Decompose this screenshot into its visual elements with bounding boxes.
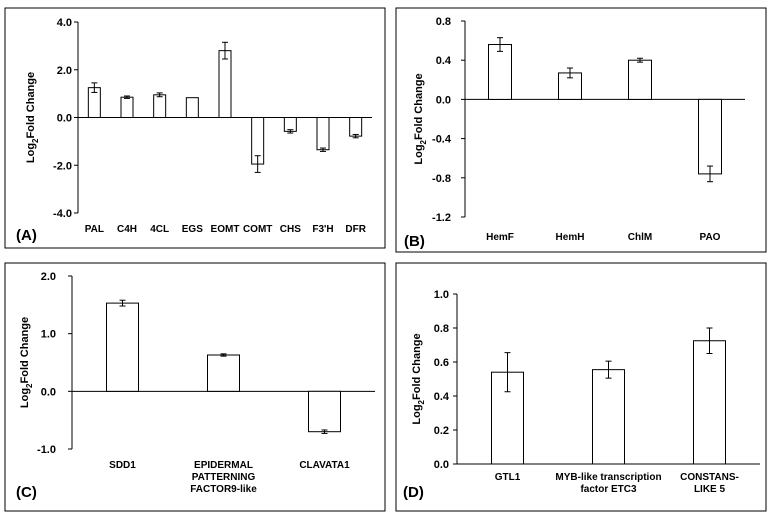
x-category-label: PAO (700, 232, 721, 243)
y-tick-label: 0.0 (57, 113, 72, 125)
x-category-label: EPIDERMAL PATTERNING FACTOR9-like (190, 460, 257, 495)
y-axis-title: Log2Fold Change (411, 333, 426, 424)
y-axis-title: Log2Fold Change (19, 317, 34, 408)
panel-label: (D) (403, 484, 424, 501)
y-tick-label: 2.0 (57, 65, 72, 77)
chart-panel-b: 0.8 0.4 0.0 -0.4 -0.8 -1.2 Log2Fold Change HemF… (395, 7, 767, 253)
y-tick-label: 0.8 (436, 16, 451, 28)
y-tick-label: 0.2 (434, 425, 449, 437)
y-tick-label: 4.0 (57, 17, 72, 29)
bar-4cl (153, 94, 167, 118)
y-tick-label: 2.0 (41, 271, 56, 283)
chart-panel-d: 1.0 0.8 0.6 0.4 0.2 0.0 Log2Fold Change GTL1 MYB… (395, 262, 767, 512)
y-tick-label: -2.0 (53, 160, 72, 172)
x-category-label: ChlM (628, 232, 652, 243)
y-tick-label: 0.4 (436, 55, 452, 67)
panel-label: (A) (16, 227, 37, 244)
x-category-label: DFR (345, 224, 366, 235)
x-category-label: GTL1 (495, 472, 521, 483)
y-tick-label: -0.8 (432, 173, 451, 185)
y-tick-label: -1.0 (37, 444, 56, 456)
y-tick-label: 0.0 (436, 94, 451, 106)
bar-sdd1 (106, 302, 139, 392)
bar-f3-h (316, 117, 330, 151)
panel-frame (4, 262, 386, 512)
y-tick-label: 0.6 (434, 357, 449, 369)
y-tick-label: 1.0 (41, 329, 56, 341)
bar-c4h (120, 96, 134, 119)
panel-label: (B) (404, 233, 425, 250)
chart-panel-a: 4.0 2.0 0.0 -2.0 -4.0 Log2Fold Change PAL C4H 4C… (4, 7, 386, 249)
bar-eomt (218, 50, 232, 118)
y-tick-label: -4.0 (53, 208, 72, 220)
y-tick-label: -1.2 (432, 212, 451, 224)
y-tick-label: 0.0 (41, 386, 56, 398)
bar-pao (698, 98, 722, 175)
bar-epidermal (207, 354, 240, 392)
x-category-label: CLAVATA1 (299, 460, 350, 471)
x-category-label: EOMT (211, 224, 240, 235)
x-category-label: CHS (280, 224, 301, 235)
bar-hemf (488, 44, 512, 100)
x-category-label: MYB-like transcription factor ETC3 (555, 472, 661, 495)
bar-myb-like-transcription (592, 369, 625, 465)
y-axis-title: Log2Fold Change (25, 72, 40, 163)
bar-clavata1 (308, 390, 341, 433)
y-tick-label: -0.4 (432, 134, 452, 146)
x-category-label: F3'H (312, 224, 333, 235)
x-category-label: SDD1 (109, 460, 136, 471)
x-category-label: 4CL (150, 224, 169, 235)
bar-chlm (628, 59, 652, 100)
x-category-label: PAL (85, 224, 104, 235)
x-category-label: CONSTANS-LIKE 5 (680, 472, 739, 495)
x-category-label: HemF (486, 232, 514, 243)
x-category-label: HemH (556, 232, 585, 243)
bar-constans- (693, 340, 726, 465)
y-tick-label: 0.4 (434, 391, 450, 403)
x-category-label: C4H (117, 224, 137, 235)
bar-dfr (349, 117, 363, 137)
panel-label: (C) (16, 484, 37, 501)
chart-panel-c: 2.0 1.0 0.0 -1.0 Log2Fold Change SDD1 EPIDERMA… (4, 262, 386, 512)
y-axis-title: Log2Fold Change (413, 73, 428, 164)
y-tick-label: 1.0 (434, 289, 449, 301)
x-category-label: COMT (243, 224, 272, 235)
bar-egs (185, 97, 199, 118)
y-tick-label: 0.0 (434, 459, 449, 471)
y-tick-label: 0.8 (434, 323, 449, 335)
x-category-label: EGS (182, 224, 203, 235)
